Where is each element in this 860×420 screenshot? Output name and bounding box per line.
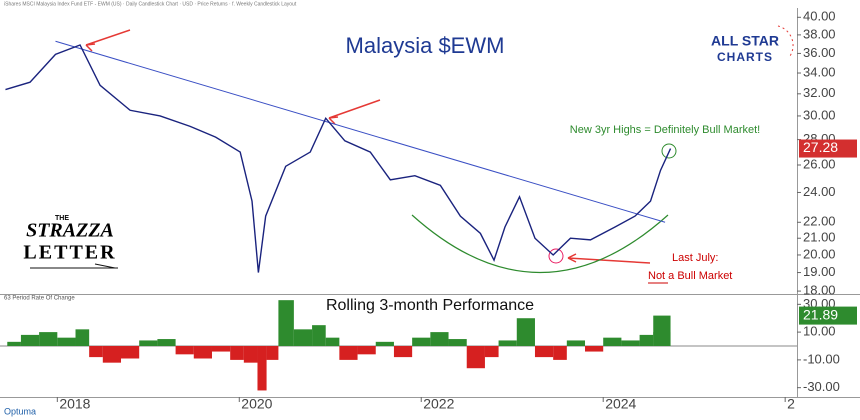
arrow (85, 29, 131, 52)
y-tick-label: 32.00 (803, 85, 836, 100)
roc-bar (603, 337, 622, 346)
y-tick-label: 26.00 (803, 156, 836, 171)
last-value-label: 27.28 (803, 139, 838, 155)
roc-bar (39, 332, 58, 346)
roc-bar (357, 346, 376, 355)
y-tick-label: 40.00 (803, 9, 836, 24)
roc-bar (230, 346, 244, 360)
roc-bar (325, 337, 340, 346)
highlight-circle (661, 143, 677, 159)
roc-bar (430, 332, 449, 346)
roc-bar (566, 340, 586, 346)
roc-bar (585, 346, 604, 352)
roc-bar (339, 346, 358, 360)
roc-bar (139, 340, 158, 346)
footer: Optuma (4, 406, 36, 416)
y-tick-label: 30.00 (803, 107, 836, 122)
roc-bar (375, 341, 394, 346)
y-tick-label: 22.00 (803, 214, 836, 229)
roc-bar (293, 329, 313, 346)
roc-bar (498, 340, 517, 346)
panel-label: 63 Period Rate Of Change (4, 296, 75, 302)
x-tick-label: 2024 (605, 396, 636, 412)
logo-text: THE (55, 215, 69, 222)
arc (411, 214, 669, 274)
logo-text: ALL STAR (711, 33, 779, 49)
roc-bar (412, 337, 431, 346)
logo-pen (30, 263, 118, 269)
roc-bar (193, 346, 212, 359)
roc-bar (448, 339, 467, 346)
trendline (55, 40, 666, 223)
roc-bar (266, 346, 279, 360)
roc-bar (553, 346, 567, 360)
roc-bar (75, 329, 90, 346)
roc-bar (157, 339, 176, 346)
x-tick-label: 2022 (423, 396, 454, 412)
annotation: Not a Bull Market (648, 270, 732, 282)
y-tick-label: -10.00 (803, 351, 840, 366)
x-tick-label: 2020 (241, 396, 272, 412)
annotation: Last July: (672, 252, 718, 264)
y-tick-label: 34.00 (803, 64, 836, 79)
last-value-label: 21.89 (803, 306, 838, 322)
x-tick-label: 2018 (59, 396, 90, 412)
y-tick-label: 10.00 (803, 324, 836, 339)
logo-text: LETTER (23, 242, 116, 264)
roc-bar (20, 334, 40, 346)
panel-title: Rolling 3-month Performance (326, 297, 534, 314)
roc-bar (653, 315, 671, 346)
last-value-box (799, 139, 857, 158)
y-tick-label: 38.00 (803, 26, 836, 41)
logo-text: CHARTS (717, 50, 773, 64)
y-tick-label: 24.00 (803, 184, 836, 199)
price-line (5, 44, 672, 273)
roc-bar (639, 334, 654, 346)
roc-bar (278, 300, 294, 346)
roc-bar (393, 346, 413, 358)
roc-bar (516, 318, 535, 346)
roc-bar (89, 346, 103, 358)
y-tick-label: 18.00 (803, 283, 836, 298)
roc-bar (312, 325, 326, 346)
roc-bar (621, 340, 640, 346)
y-tick-label: 21.00 (803, 230, 836, 245)
y-tick-label: 20.00 (803, 246, 836, 261)
roc-bar (175, 346, 194, 355)
highlight-circle (548, 248, 564, 264)
roc-bar (484, 346, 499, 358)
roc-bar (102, 346, 122, 363)
roc-bar (534, 346, 554, 358)
roc-bar (243, 346, 258, 363)
arrow (567, 253, 651, 264)
roc-bar (466, 346, 485, 369)
roc-bar (7, 341, 21, 346)
last-value-box (799, 306, 857, 325)
roc-bar (121, 346, 140, 359)
x-tick-label: 2 (787, 396, 795, 412)
annotation: New 3yr Highs = Definitely Bull Market! (570, 124, 760, 136)
y-tick-label: 19.00 (803, 264, 836, 279)
roc-bar (211, 346, 231, 352)
logo-text: STRAZZA (26, 220, 114, 242)
roc-bar (57, 337, 76, 346)
y-tick-label: -30.00 (803, 379, 840, 394)
chart-title: Malaysia $EWM (346, 33, 505, 58)
arrow (328, 99, 381, 125)
header: iShares MSCI Malaysia Index Fund ETF - E… (4, 1, 297, 7)
y-tick-label: 36.00 (803, 45, 836, 60)
roc-bar (257, 346, 267, 391)
